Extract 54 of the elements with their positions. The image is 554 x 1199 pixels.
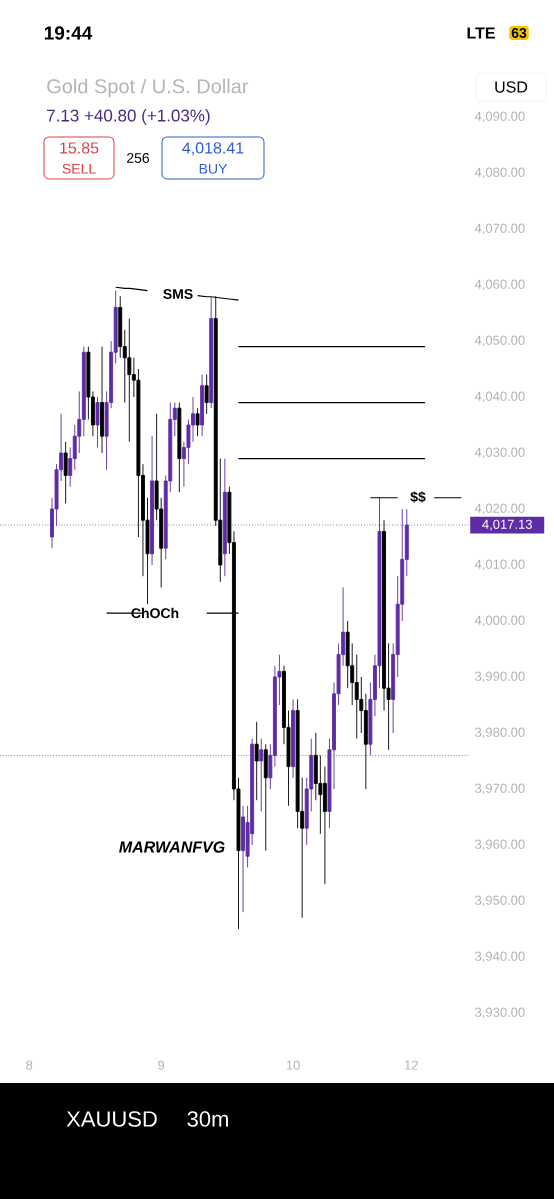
annotation: $$ <box>410 491 426 503</box>
candlestick <box>127 318 132 443</box>
y-tick-label: 3,990.00 <box>475 671 525 683</box>
annotation: BUY <box>199 163 228 174</box>
annotation: SELL <box>62 163 96 174</box>
candlestick <box>263 743 268 852</box>
chart-subtitle: 7.13 +40.80 (+1.03%) <box>47 109 210 125</box>
y-tick-label: 3,930.00 <box>475 1007 525 1019</box>
y-tick-label: 4,040.00 <box>474 391 525 403</box>
x-tick-label: 12 <box>405 1060 418 1070</box>
y-tick-label: 4,020.00 <box>474 503 525 515</box>
text: 19:44 <box>44 26 93 40</box>
y-tick-label: 4,030.00 <box>474 447 525 459</box>
ref-line-label: 4,017.13 <box>482 519 532 531</box>
y-tick-label: 3,940.00 <box>475 951 525 963</box>
y-tick-label: 4,050.00 <box>474 335 525 347</box>
candlestick <box>177 402 182 493</box>
text: USD <box>495 81 528 93</box>
candlestick <box>200 374 205 437</box>
y-tick-label: 4,080.00 <box>474 167 525 179</box>
candlestick <box>195 407 200 437</box>
candlestick <box>222 458 227 577</box>
y-tick-label: 4,000.00 <box>474 615 525 627</box>
text: 63 <box>511 28 527 38</box>
x-tick-label: 10 <box>286 1060 300 1070</box>
annotation: 15.85 <box>60 142 99 154</box>
y-tick-label: 4,090.00 <box>474 111 525 123</box>
text: XAUUSD <box>66 1111 157 1127</box>
candlestick <box>204 374 209 415</box>
candlestick <box>150 435 155 566</box>
y-tick-label: 4,060.00 <box>474 279 525 291</box>
y-tick-label: 4,070.00 <box>474 223 525 235</box>
annotation: 256 <box>127 153 150 163</box>
candlestick <box>209 295 214 409</box>
candlestick <box>291 698 296 779</box>
x-tick-label: 9 <box>158 1060 165 1070</box>
candlestick <box>100 346 104 454</box>
candlestick <box>259 738 264 812</box>
annotation: SMS <box>163 289 193 299</box>
candlestick <box>95 396 100 448</box>
y-tick-label: 3,950.00 <box>475 895 525 907</box>
text: 30m <box>187 1111 228 1127</box>
annotation: MARWANFVG <box>119 841 225 853</box>
y-tick-label: 3,970.00 <box>475 783 525 795</box>
x-tick-label: 8 <box>26 1060 33 1070</box>
annotation: ChOCh <box>131 607 179 619</box>
text: LTE <box>467 27 495 39</box>
chart-title: Gold Spot / U.S. Dollar <box>47 78 249 98</box>
y-tick-label: 3,960.00 <box>475 839 525 851</box>
annotation: 4,018.41 <box>182 142 244 156</box>
y-tick-label: 3,980.00 <box>475 727 525 739</box>
y-tick-label: 4,010.00 <box>474 559 525 571</box>
candlestick <box>254 721 259 801</box>
candlestick <box>63 441 68 504</box>
